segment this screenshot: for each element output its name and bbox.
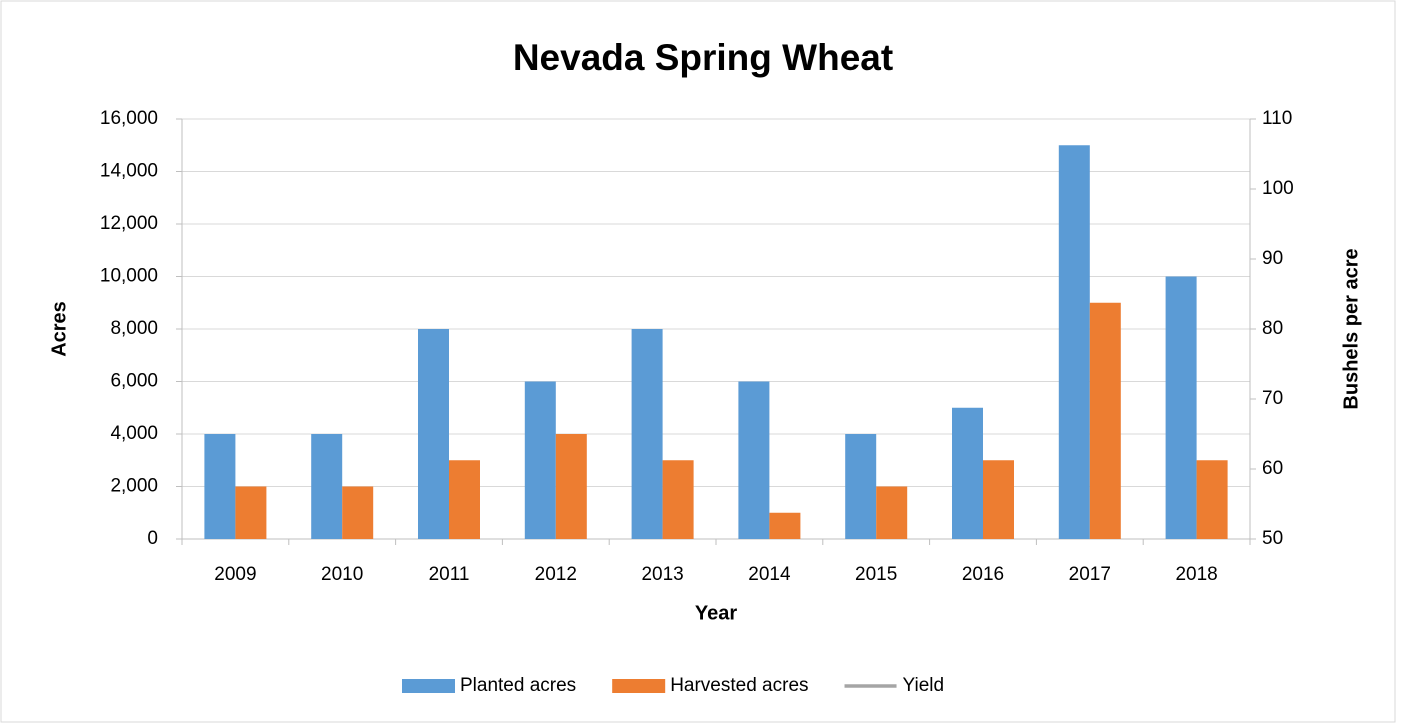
y2-tick-label: 80 (1262, 318, 1283, 339)
bar (876, 486, 908, 539)
bar (235, 486, 267, 539)
x-tick-label: 2015 (855, 564, 897, 585)
y-tick-label: 8,000 (110, 318, 158, 339)
bar (952, 407, 983, 539)
bar (738, 381, 770, 539)
legend-swatch (612, 679, 666, 693)
bar (662, 460, 694, 539)
bar (449, 460, 480, 539)
bar (983, 460, 1014, 539)
bar (631, 329, 663, 539)
x-axis-title: Year (695, 602, 737, 624)
bar (204, 434, 236, 539)
y2-tick-label: 50 (1262, 528, 1283, 549)
y-tick-label: 2,000 (110, 476, 158, 497)
bar (769, 512, 801, 539)
y2-axis-title: Bushels per acre (1340, 248, 1362, 409)
x-tick-label: 2012 (535, 564, 577, 585)
y2-tick-label: 90 (1262, 248, 1283, 269)
y2-tick-label: 70 (1262, 388, 1283, 409)
x-tick-label: 2017 (1069, 564, 1111, 585)
y-tick-label: 6,000 (110, 371, 158, 392)
y2-tick-label: 60 (1262, 458, 1283, 479)
y-tick-label: 0 (147, 528, 158, 549)
legend-label: Planted acres (460, 675, 576, 696)
bar (845, 434, 877, 539)
y-tick-label: 14,000 (100, 161, 158, 182)
x-tick-label: 2014 (748, 564, 791, 585)
bar (418, 329, 449, 539)
x-tick-label: 2018 (1175, 564, 1217, 585)
x-tick-label: 2011 (429, 564, 470, 585)
bar (555, 434, 587, 539)
y-tick-label: 16,000 (100, 108, 158, 129)
legend-label: Yield (903, 675, 945, 696)
bar (1089, 302, 1121, 539)
x-tick-label: 2010 (321, 564, 363, 585)
y2-tick-label: 110 (1262, 108, 1292, 129)
bar (1058, 145, 1090, 539)
legend-swatch (402, 679, 455, 693)
y-tick-label: 12,000 (100, 213, 158, 234)
y-tick-label: 4,000 (110, 423, 158, 444)
y-axis-title: Acres (48, 301, 70, 357)
x-tick-label: 2013 (641, 564, 683, 585)
x-tick-label: 2009 (214, 564, 256, 585)
chart-title: Nevada Spring Wheat (513, 37, 893, 78)
legend-label: Harvested acres (670, 675, 808, 696)
bar (1165, 276, 1197, 539)
bar (1196, 460, 1228, 539)
bar (524, 381, 556, 539)
y2-tick-label: 100 (1262, 178, 1294, 199)
bar (311, 434, 343, 539)
bar (342, 486, 374, 539)
x-tick-label: 2016 (962, 564, 1004, 585)
y-tick-label: 10,000 (100, 266, 158, 287)
